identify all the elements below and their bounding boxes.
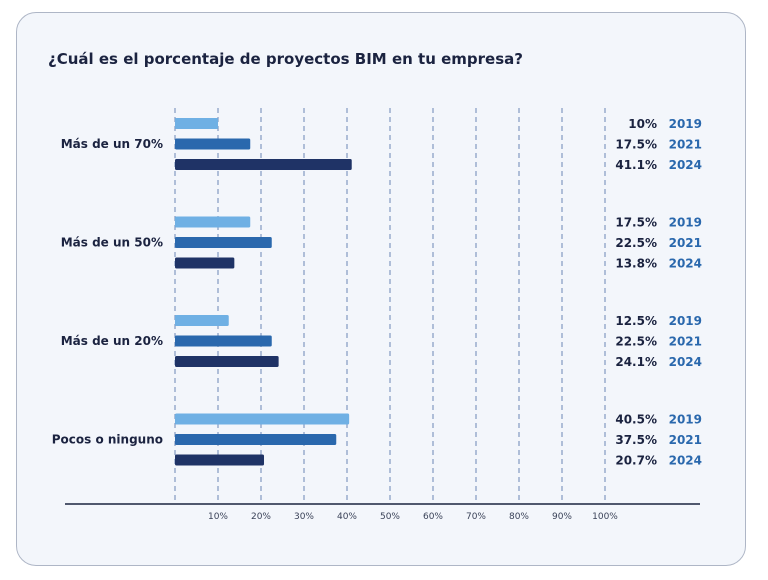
value-label: 41.1% [615, 158, 657, 172]
x-tick-label: 80% [509, 512, 529, 522]
x-tick-label: 50% [380, 512, 400, 522]
value-label: 17.5% [615, 138, 657, 152]
series-year-label: 2024 [669, 158, 702, 172]
value-label: 37.5% [615, 433, 657, 447]
bar [175, 454, 265, 466]
series-year-label: 2024 [669, 355, 702, 369]
value-label: 20.7% [615, 454, 657, 468]
value-label: 22.5% [615, 335, 657, 349]
value-label: 10% [628, 117, 657, 131]
series-year-label: 2019 [669, 216, 702, 230]
series-year-label: 2019 [669, 117, 702, 131]
value-label: 22.5% [615, 236, 657, 250]
series-year-label: 2019 [669, 314, 702, 328]
bar [175, 356, 279, 367]
x-tick-label: 10% [208, 512, 228, 522]
x-tick-label: 30% [294, 512, 314, 522]
value-label: 13.8% [615, 257, 657, 271]
category-label: Pocos o ninguno [52, 433, 163, 447]
category-label: Más de un 50% [61, 236, 163, 250]
value-label: 17.5% [615, 216, 657, 230]
x-tick-label: 70% [466, 512, 486, 522]
series-year-label: 2024 [669, 454, 702, 468]
category-label: Más de un 20% [61, 334, 163, 348]
x-tick-label: 100% [592, 512, 618, 522]
x-tick-label: 20% [251, 512, 271, 522]
series-year-label: 2021 [669, 433, 702, 447]
value-label: 24.1% [615, 355, 657, 369]
bar [175, 118, 218, 129]
bar [175, 315, 229, 326]
x-tick-label: 40% [337, 512, 357, 522]
x-tick-label: 60% [423, 512, 443, 522]
series-year-label: 2019 [669, 413, 702, 427]
bar [175, 159, 352, 170]
bar [175, 237, 272, 248]
category-label: Más de un 70% [61, 137, 163, 151]
series-year-label: 2021 [669, 335, 702, 349]
x-tick-label: 90% [552, 512, 572, 522]
chart-card [16, 12, 746, 566]
bar [175, 257, 235, 269]
bar [175, 335, 272, 347]
series-year-label: 2021 [669, 236, 702, 250]
value-label: 40.5% [615, 413, 657, 427]
value-label: 12.5% [615, 314, 657, 328]
series-year-label: 2021 [669, 138, 702, 152]
series-year-label: 2024 [669, 257, 702, 271]
bar [175, 434, 337, 445]
bar [175, 138, 251, 150]
bar [175, 216, 251, 228]
bar [175, 413, 350, 425]
chart-title: ¿Cuál es el porcentaje de proyectos BIM … [48, 50, 523, 68]
